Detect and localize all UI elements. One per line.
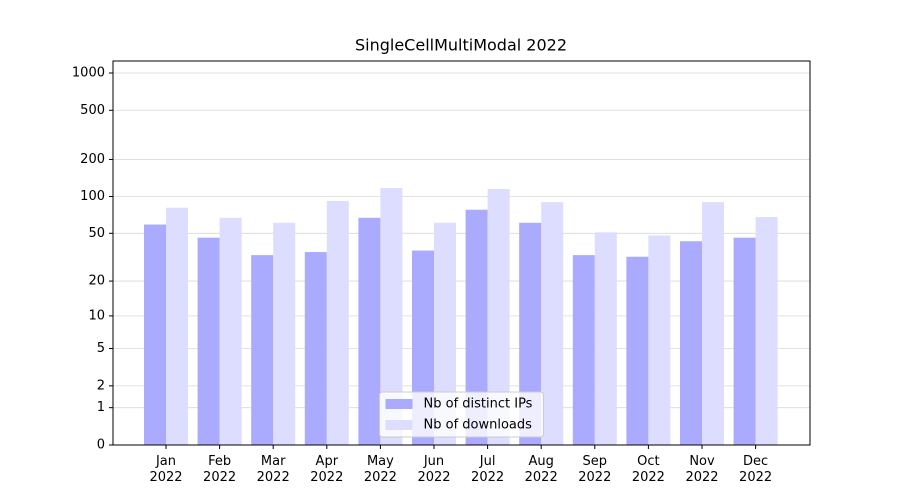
y-tick-label: 200 [80,152,105,167]
bar [594,232,617,445]
bar [755,217,778,445]
x-tick-label: Sep 2022 [578,454,611,485]
bar [197,237,220,445]
y-tick-label: 50 [88,226,105,241]
legend-label: Nb of downloads [424,418,533,433]
bar [380,188,403,445]
legend-label: Nb of distinct IPs [424,397,533,412]
y-tick-label: 20 [88,274,105,289]
bar [304,252,327,445]
x-tick-label: Jun 2022 [417,454,450,485]
chart-title: SingleCellMultiModal 2022 [355,36,567,55]
bar [541,202,564,445]
x-tick-label: Jul 2022 [471,454,504,485]
x-tick-label: Mar 2022 [257,454,290,485]
y-tick-label: 5 [97,341,105,356]
bar [326,200,349,445]
bar [251,255,274,445]
bar [648,235,671,445]
bar [702,202,724,445]
bar [519,222,542,445]
legend-swatch [385,399,413,409]
bar [273,222,296,445]
x-tick-label: Aug 2022 [525,454,558,485]
bar [434,222,456,445]
x-tick-label: Dec 2022 [739,454,772,485]
y-tick-label: 1 [97,400,105,415]
bar [465,209,488,445]
bar [219,217,242,445]
plot-frame [112,60,811,446]
bar [626,256,649,445]
x-tick-label: Apr 2022 [310,454,343,485]
y-tick-label: 0 [97,438,105,453]
bar [166,207,188,445]
x-tick-label: Oct 2022 [632,454,665,485]
y-tick-label: 1000 [72,66,105,81]
bar [487,189,510,445]
x-tick-label: Jan 2022 [149,454,182,485]
bar [572,255,595,445]
x-tick-label: Feb 2022 [203,454,236,485]
x-tick-label: Nov 2022 [685,454,718,485]
bar [358,217,381,445]
y-tick-label: 2 [97,378,105,393]
y-tick-label: 100 [80,189,105,204]
legend-box [379,391,544,438]
bar [144,224,166,445]
bar [680,241,702,445]
legend-swatch [385,420,413,430]
x-tick-label: May 2022 [364,454,397,485]
y-tick-label: 500 [80,103,105,118]
bar [733,237,756,445]
y-tick-label: 10 [88,308,105,323]
